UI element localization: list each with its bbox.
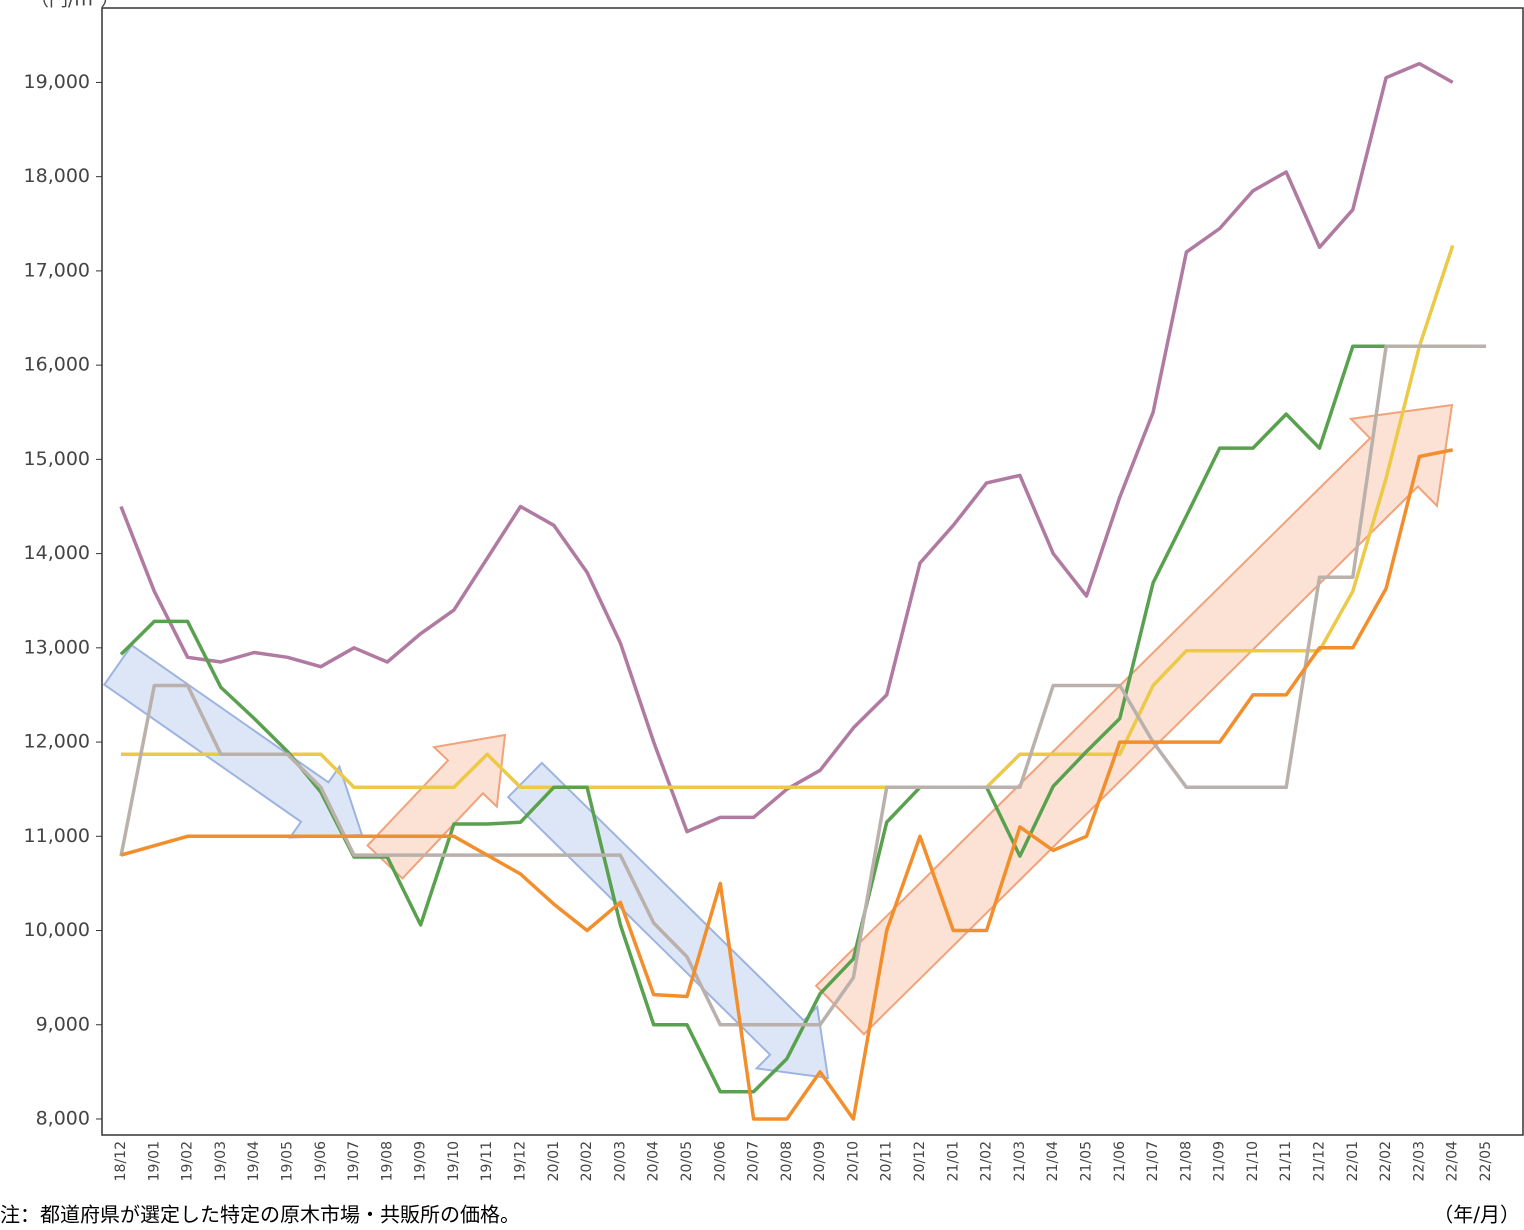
x-tick-label: 22/03: [1411, 1141, 1427, 1181]
x-tick-label: 22/01: [1345, 1141, 1361, 1181]
x-tick-label: 22/04: [1445, 1141, 1461, 1181]
y-tick-label: 15,000: [24, 448, 90, 470]
x-tick-label: 20/02: [579, 1141, 595, 1181]
x-tick-label: 20/06: [712, 1141, 728, 1181]
trend-arrow: [506, 761, 830, 1080]
annotation-arrows: [102, 403, 1454, 1080]
y-tick-label: 11,000: [24, 825, 90, 847]
y-axis-label: （円/m³）: [30, 0, 120, 11]
x-tick-label: 20/03: [612, 1141, 628, 1181]
x-tick-label: 20/01: [546, 1141, 562, 1181]
x-tick-label: 20/08: [779, 1141, 795, 1181]
x-tick-label: 22/05: [1478, 1141, 1494, 1181]
x-tick-label: 21/11: [1278, 1141, 1294, 1181]
x-tick-label: 21/04: [1045, 1141, 1061, 1181]
x-tick-label: 19/11: [479, 1141, 495, 1181]
x-tick-label: 21/10: [1245, 1141, 1261, 1181]
y-tick-label: 18,000: [24, 165, 90, 187]
series-line: [119, 61, 1454, 834]
x-tick-label: 19/04: [246, 1141, 262, 1181]
series-line: [120, 448, 1454, 1121]
x-tick-label: 21/08: [1178, 1141, 1194, 1181]
series-line: [119, 344, 1486, 1094]
y-tick-label: 12,000: [24, 731, 90, 753]
y-tick-label: 9,000: [36, 1013, 90, 1035]
x-tick-label: 21/06: [1112, 1141, 1128, 1181]
x-tick-label: 20/05: [679, 1141, 695, 1181]
x-axis-label: （年/月）: [1433, 1203, 1520, 1227]
y-tick-label: 10,000: [24, 919, 90, 941]
x-tick-label: 19/09: [413, 1141, 429, 1181]
x-tick-label: 21/07: [1145, 1141, 1161, 1181]
x-tick-label: 21/01: [945, 1141, 961, 1181]
x-tick-label: 20/07: [746, 1141, 762, 1181]
x-tick-label: 20/11: [879, 1141, 895, 1181]
note: 注：都道府県が選定した特定の原木市場・共販所の価格。: [0, 1203, 520, 1227]
trend-arrow: [814, 403, 1454, 1036]
x-tick-label: 20/04: [646, 1141, 662, 1181]
y-tick-label: 16,000: [24, 354, 90, 376]
x-tick-label: 20/09: [812, 1141, 828, 1181]
plot-frame: [101, 7, 1524, 1136]
x-tick-label: 21/02: [979, 1141, 995, 1181]
x-tick-label: 19/01: [146, 1141, 162, 1181]
x-tick-label: 22/02: [1378, 1141, 1394, 1181]
x-tick-label: 20/10: [845, 1141, 861, 1181]
x-tick-label: 19/06: [313, 1141, 329, 1181]
x-tick-label: 21/12: [1312, 1141, 1328, 1181]
y-tick-label: 17,000: [24, 259, 90, 281]
y-tick-label: 13,000: [24, 636, 90, 658]
trend-arrow: [102, 643, 364, 839]
x-tick-label: 19/07: [346, 1141, 362, 1181]
series-line: [119, 344, 1486, 1027]
x-tick-label: 19/05: [279, 1141, 295, 1181]
x-tick-label: 19/03: [213, 1141, 229, 1181]
x-tick-label: 18/12: [113, 1141, 129, 1181]
x-tick-label: 19/10: [446, 1141, 462, 1181]
x-tick-label: 21/05: [1078, 1141, 1094, 1181]
y-tick-label: 19,000: [24, 71, 90, 93]
series-line: [121, 244, 1455, 790]
x-tick-label: 21/03: [1012, 1141, 1028, 1181]
y-tick-label: 14,000: [24, 542, 90, 564]
x-tick-label: 19/02: [180, 1141, 196, 1181]
x-tick-label: 20/12: [912, 1141, 928, 1181]
y-tick-label: 8,000: [36, 1107, 90, 1129]
x-tick-label: 21/09: [1212, 1141, 1228, 1181]
x-tick-label: 19/08: [379, 1141, 395, 1181]
x-tick-label: 19/12: [513, 1141, 529, 1181]
